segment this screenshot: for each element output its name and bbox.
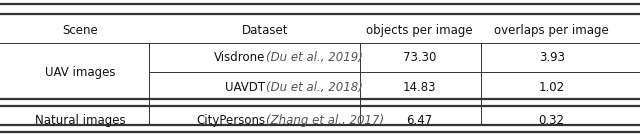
Text: CityPersons: CityPersons [196,114,266,127]
Text: objects per image: objects per image [366,24,472,37]
Text: Visdrone: Visdrone [214,51,266,64]
Text: (Du et al., 2018): (Du et al., 2018) [266,81,362,94]
Text: (Zhang et al., 2017): (Zhang et al., 2017) [266,114,384,127]
Text: Natural images: Natural images [35,114,125,127]
Text: 1.02: 1.02 [539,81,564,94]
Text: UAVDT: UAVDT [225,81,266,94]
Text: 6.47: 6.47 [406,114,433,127]
Text: 73.30: 73.30 [403,51,436,64]
Text: overlaps per image: overlaps per image [494,24,609,37]
Text: (Du et al., 2019): (Du et al., 2019) [266,51,362,64]
Text: Dataset: Dataset [243,24,289,37]
Text: Scene: Scene [62,24,98,37]
Text: 0.32: 0.32 [539,114,564,127]
Text: 3.93: 3.93 [539,51,564,64]
Text: UAV images: UAV images [45,66,115,79]
Text: 14.83: 14.83 [403,81,436,94]
